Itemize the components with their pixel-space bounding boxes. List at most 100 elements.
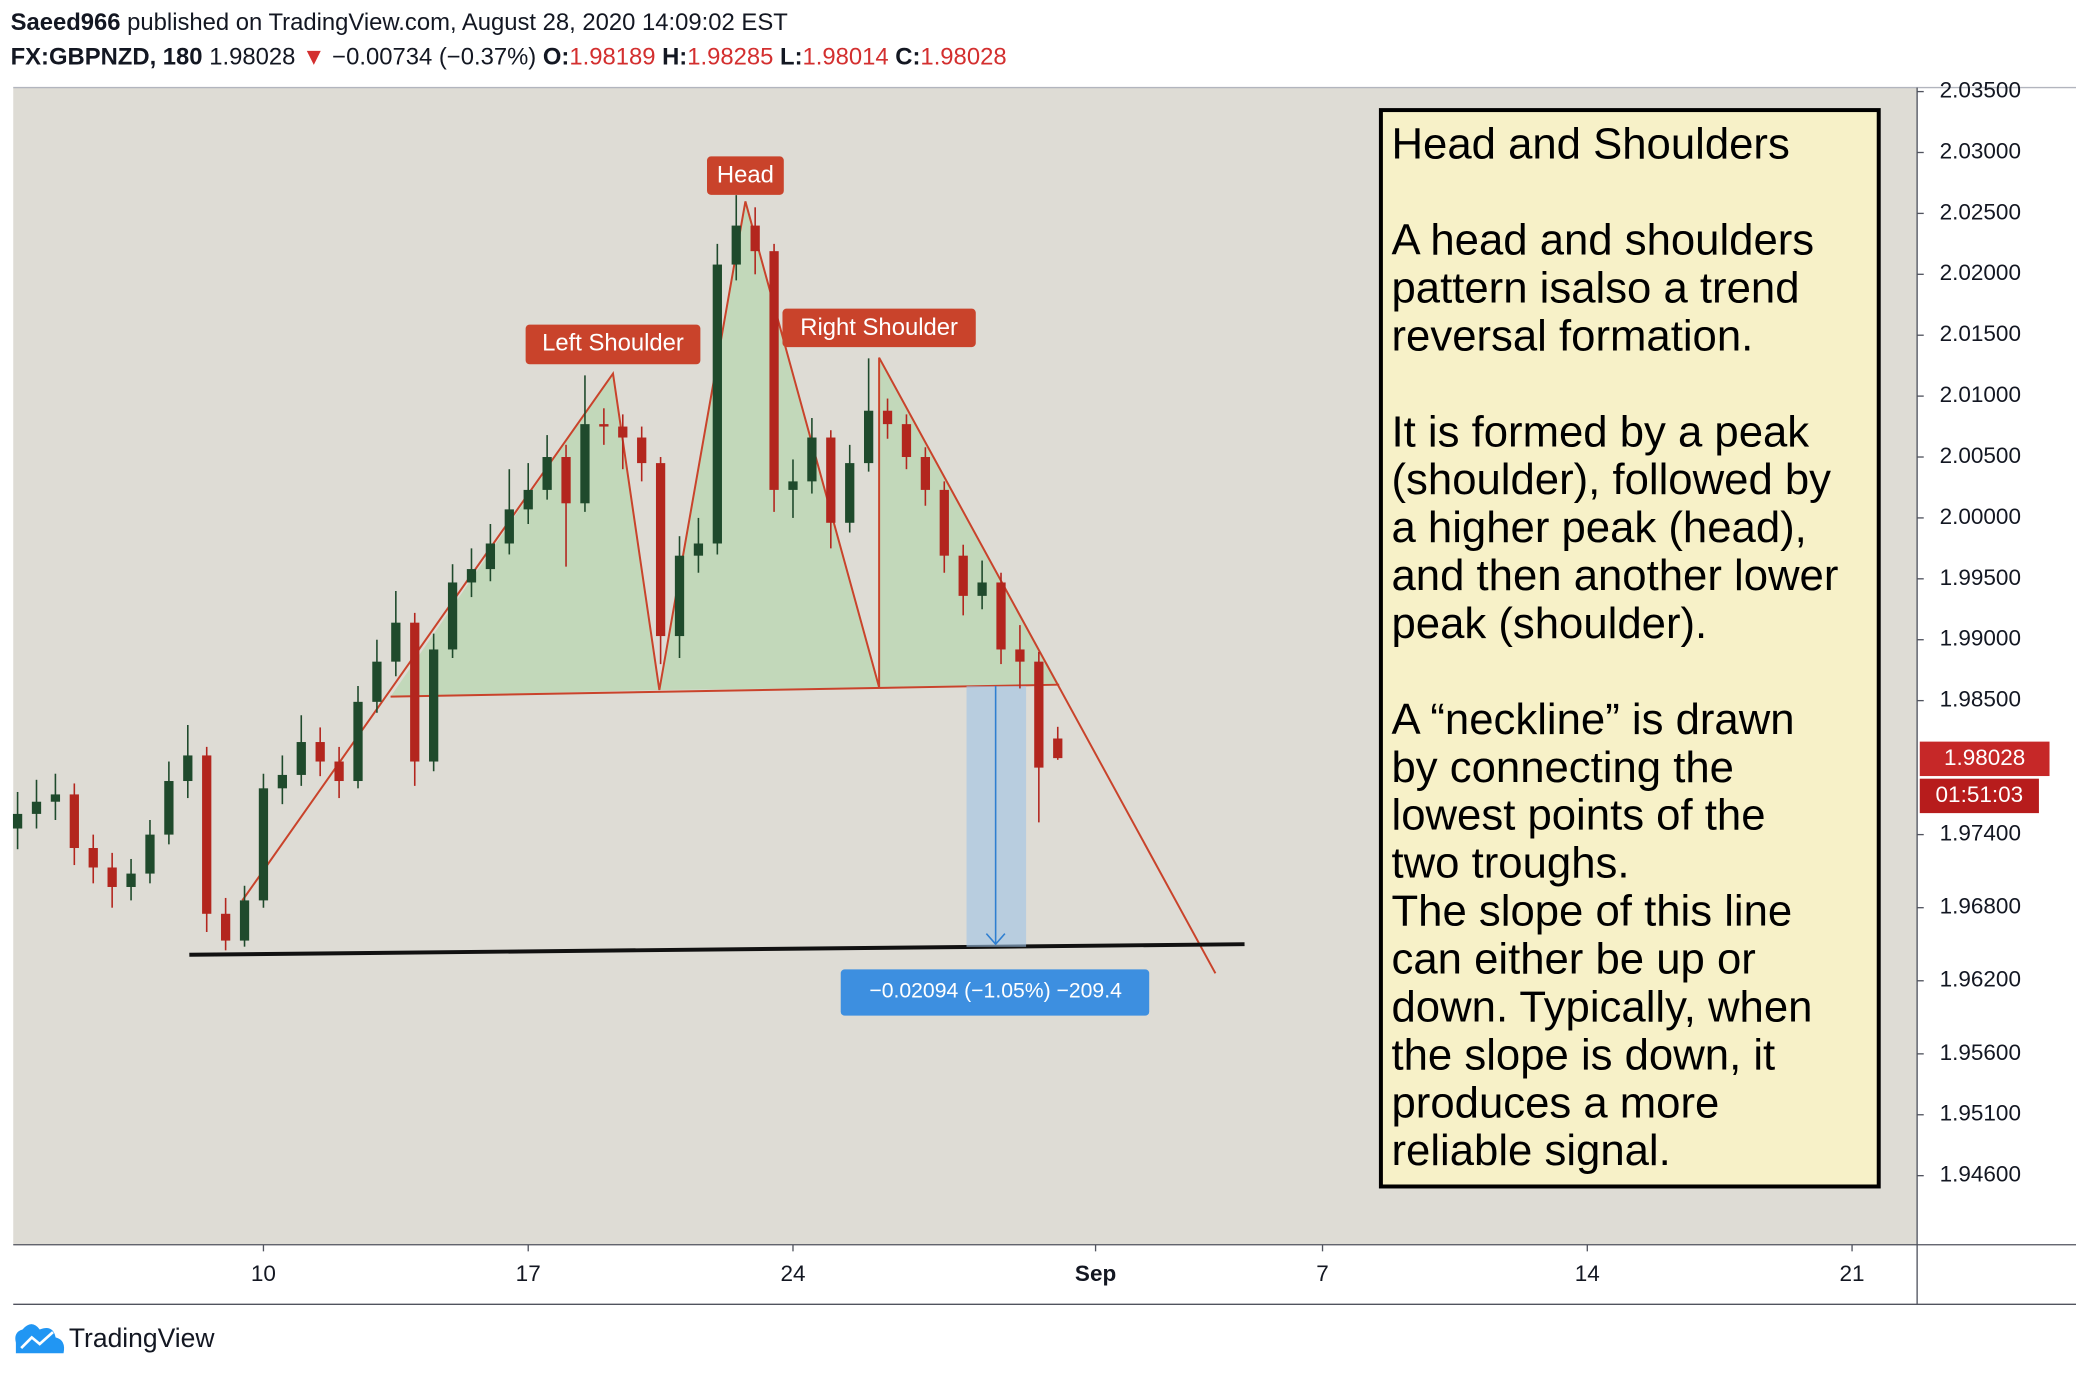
candle-body xyxy=(145,834,155,874)
candle-body xyxy=(12,813,23,829)
candle-body xyxy=(939,489,949,556)
y-tick-label: 1.97400 xyxy=(1940,821,2021,846)
candle-body xyxy=(485,543,496,570)
ohlc-key: O: xyxy=(543,44,569,71)
head-label: Head xyxy=(717,162,774,189)
ohlc-key: H: xyxy=(662,44,687,71)
x-tick-label: 14 xyxy=(1575,1261,1600,1286)
candle-body xyxy=(826,437,836,523)
last-price: 1.98028 xyxy=(1944,745,2025,770)
candle-body xyxy=(561,457,571,504)
author: Saeed966 xyxy=(11,9,121,36)
candle-body xyxy=(920,457,931,490)
candle-body xyxy=(674,555,685,637)
y-tick-label: 2.00500 xyxy=(1940,443,2021,468)
candle-body xyxy=(391,622,401,662)
measure-label-box xyxy=(840,969,1150,1016)
left-shoulder-label: Left Shoulder xyxy=(542,330,684,357)
symbol: FX:GBPNZD, 180 xyxy=(11,44,203,71)
measure-label: −0.02094 (−1.05%) −209.4 xyxy=(869,979,1122,1002)
neckline xyxy=(390,683,1060,698)
labels: Head Left Shoulder Right Shoulder −0.020… xyxy=(525,156,1150,1016)
ohlc-key: L: xyxy=(780,44,803,71)
x-tick-label: 17 xyxy=(516,1261,541,1286)
text-box-line: peak (shoulder). xyxy=(1392,599,1708,648)
ohlc-value: 1.98014 xyxy=(803,44,889,71)
pattern-fill xyxy=(390,201,1060,697)
candle-body xyxy=(637,437,647,464)
candle-body xyxy=(202,755,212,914)
candle-body xyxy=(977,582,987,596)
pattern xyxy=(189,201,1245,974)
candle-body xyxy=(693,543,704,556)
ohlc-value: 1.98028 xyxy=(920,44,1006,71)
y-tick-label: 2.03500 xyxy=(1940,78,2021,103)
ohlc-value: 1.98189 xyxy=(569,44,655,71)
logo-line xyxy=(20,1331,54,1349)
x-tick-label: 10 xyxy=(251,1261,276,1286)
candle-body xyxy=(183,755,193,782)
candle-body xyxy=(220,913,231,941)
candle-body xyxy=(315,742,325,762)
y-tick-label: 1.95100 xyxy=(1940,1101,2021,1126)
candle-body xyxy=(107,867,117,887)
candle-body xyxy=(882,410,893,425)
candle-body xyxy=(1015,649,1025,662)
logo-cloud xyxy=(15,1324,65,1354)
y-tick-label: 2.01000 xyxy=(1940,382,2021,407)
down-arrow: ▼ xyxy=(302,44,326,71)
text-box-line: lowest points of the xyxy=(1392,791,1766,840)
text-box-line: The slope of this line xyxy=(1392,887,1793,936)
text-box-line: two troughs. xyxy=(1392,839,1630,888)
y-tick-label: 2.01500 xyxy=(1940,321,2021,346)
candle-body xyxy=(447,582,458,650)
y-tick-label: 2.00000 xyxy=(1940,504,2021,529)
text-box-line: (shoulder), followed by xyxy=(1392,455,1832,504)
y-tick-label: 1.94600 xyxy=(1940,1162,2021,1187)
candle-body xyxy=(410,622,420,762)
text-box xyxy=(1378,108,1881,1189)
text-box-line: produces a more xyxy=(1392,1078,1720,1127)
support-line xyxy=(189,942,1245,957)
candle-body xyxy=(769,251,779,490)
y-tick-label: 1.95600 xyxy=(1940,1040,2021,1065)
ohlc-value: 1.98285 xyxy=(687,44,773,71)
candle-body xyxy=(618,426,628,438)
candle-body xyxy=(277,774,287,789)
candle-body xyxy=(901,424,912,458)
candle-body xyxy=(372,661,382,702)
y-tick-label: 2.02000 xyxy=(1940,260,2021,285)
y-tick-label: 1.99000 xyxy=(1940,626,2021,651)
text-box-line: by connecting the xyxy=(1392,743,1734,792)
candle-body xyxy=(296,742,306,775)
candle-body xyxy=(239,900,250,941)
y-tick-label: 1.96800 xyxy=(1940,894,2021,919)
candle-body xyxy=(88,848,98,868)
candle-body xyxy=(788,481,798,490)
text-box-line: A head and shoulders xyxy=(1392,216,1815,265)
y-tick-label: 2.02500 xyxy=(1940,199,2021,224)
text-box-line: A “neckline” is drawn xyxy=(1392,695,1795,744)
candle-body xyxy=(996,582,1006,650)
candle-body xyxy=(504,509,514,544)
y-tick-label: 1.96200 xyxy=(1940,967,2021,992)
candle-body xyxy=(31,801,42,814)
candle-body xyxy=(712,264,722,544)
brand: TradingView xyxy=(69,1323,216,1353)
right-shoulder-label: Right Shoulder xyxy=(800,314,958,341)
candle-body xyxy=(1034,661,1044,768)
candle-body xyxy=(807,437,817,482)
candle-body xyxy=(599,424,609,427)
publish-line: Saeed966 published on TradingView.com, A… xyxy=(11,9,789,36)
candle-body xyxy=(864,410,874,464)
candles xyxy=(12,195,1063,951)
price: 1.98028 xyxy=(209,44,295,71)
candle-body xyxy=(50,794,61,802)
text-box-title: Head and Shoulders xyxy=(1392,120,1790,169)
x-tick-label: 24 xyxy=(780,1261,805,1286)
y-tick-label: 1.99500 xyxy=(1940,565,2021,590)
candle-body xyxy=(958,555,968,596)
last-price-box xyxy=(1919,741,2050,777)
